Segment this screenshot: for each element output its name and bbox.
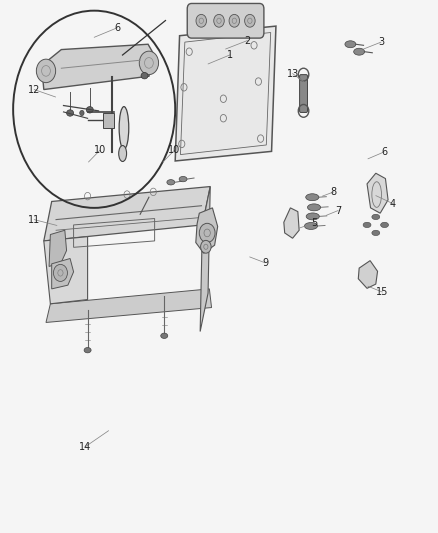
Polygon shape — [103, 113, 114, 128]
Circle shape — [53, 264, 67, 281]
Polygon shape — [367, 173, 388, 213]
Polygon shape — [175, 26, 276, 161]
Ellipse shape — [345, 41, 356, 48]
Ellipse shape — [84, 348, 91, 353]
Circle shape — [214, 14, 224, 27]
Text: 1: 1 — [227, 50, 233, 60]
Ellipse shape — [306, 193, 319, 200]
Ellipse shape — [167, 180, 175, 185]
Text: 10: 10 — [168, 146, 180, 155]
Polygon shape — [46, 289, 212, 322]
Circle shape — [229, 14, 240, 27]
Circle shape — [196, 14, 207, 27]
Ellipse shape — [353, 48, 364, 55]
Text: 15: 15 — [376, 287, 389, 297]
Ellipse shape — [381, 222, 389, 228]
Polygon shape — [49, 230, 67, 266]
Ellipse shape — [119, 146, 127, 161]
Polygon shape — [196, 208, 218, 253]
Ellipse shape — [363, 222, 371, 228]
Text: 9: 9 — [262, 258, 268, 268]
Text: 12: 12 — [28, 85, 40, 94]
Text: 14: 14 — [79, 442, 92, 451]
Polygon shape — [42, 44, 154, 90]
FancyBboxPatch shape — [187, 3, 264, 38]
Text: 3: 3 — [378, 37, 384, 47]
Text: 6: 6 — [381, 147, 387, 157]
FancyBboxPatch shape — [300, 75, 307, 112]
Polygon shape — [200, 187, 210, 332]
Text: 2: 2 — [244, 36, 251, 45]
Ellipse shape — [86, 107, 93, 113]
Circle shape — [244, 14, 255, 27]
Ellipse shape — [67, 110, 74, 116]
Text: 4: 4 — [390, 199, 396, 208]
Polygon shape — [358, 261, 378, 288]
Polygon shape — [284, 208, 299, 238]
Ellipse shape — [306, 213, 319, 220]
Polygon shape — [52, 259, 74, 289]
Ellipse shape — [372, 214, 380, 220]
Text: 8: 8 — [331, 187, 337, 197]
Ellipse shape — [304, 223, 318, 229]
Text: 7: 7 — [335, 206, 341, 215]
Ellipse shape — [141, 72, 148, 79]
Text: 6: 6 — [114, 23, 120, 33]
Circle shape — [139, 51, 159, 75]
Text: 10: 10 — [94, 146, 106, 155]
Ellipse shape — [372, 230, 380, 236]
Text: 5: 5 — [311, 218, 318, 228]
Ellipse shape — [179, 176, 187, 182]
Circle shape — [36, 59, 56, 83]
Text: 11: 11 — [28, 215, 40, 224]
Polygon shape — [44, 187, 210, 241]
Polygon shape — [44, 237, 88, 304]
Circle shape — [199, 223, 215, 243]
Ellipse shape — [161, 333, 168, 338]
Ellipse shape — [119, 107, 129, 149]
Ellipse shape — [307, 204, 321, 211]
Circle shape — [201, 240, 211, 253]
Text: 13: 13 — [286, 69, 299, 78]
Circle shape — [80, 110, 84, 116]
